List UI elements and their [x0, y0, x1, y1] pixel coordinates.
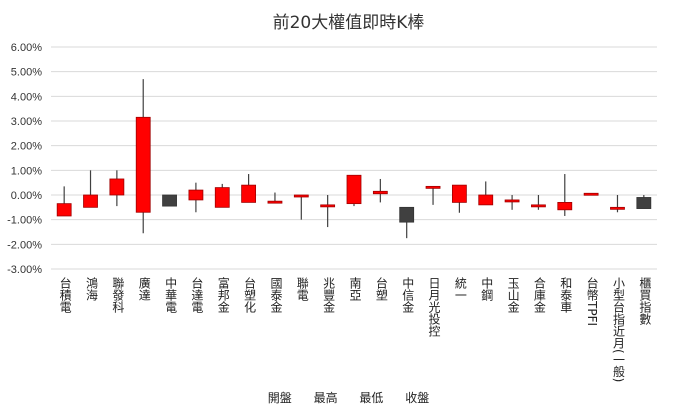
x-tick-label: 聯電	[295, 277, 310, 301]
y-tick-label: 1.00%	[11, 165, 42, 177]
x-tick-label: 國泰金	[268, 277, 283, 313]
x-tick-label: 台塑	[374, 277, 389, 301]
candle-body	[346, 174, 362, 205]
candle-body	[478, 194, 494, 206]
x-tick-label: 中華電	[163, 277, 178, 313]
x-tick-label: 玉山金	[506, 277, 521, 313]
candle-body	[83, 194, 98, 208]
candle-body	[293, 194, 309, 198]
y-tick-label: 5.00%	[11, 67, 42, 79]
x-tick-label: 和泰車	[558, 277, 573, 313]
candle-body	[188, 189, 204, 201]
y-tick-label: -2.00%	[7, 239, 42, 251]
candle-body	[610, 206, 625, 210]
candle-body	[504, 199, 520, 203]
candle-body	[425, 185, 441, 189]
chart-title: 前20大權值即時K棒	[272, 13, 425, 33]
candle-body	[267, 200, 283, 204]
x-tick-label: 中信金	[400, 277, 415, 313]
candle-body	[109, 178, 125, 196]
candle-body	[636, 197, 652, 209]
y-tick-label: 2.00%	[11, 141, 42, 153]
y-tick-label: 6.00%	[11, 42, 42, 54]
y-tick-label: -1.00%	[7, 215, 42, 227]
candle-body	[320, 204, 336, 208]
y-tick-label: -3.00%	[7, 264, 42, 276]
candle-body	[451, 184, 467, 203]
candle-body	[557, 201, 573, 211]
x-tick-label: 統一	[453, 277, 468, 301]
candle-body	[241, 184, 257, 203]
x-tick-label: 台積電	[58, 277, 73, 313]
x-tick-label: 台達電	[189, 277, 204, 313]
x-tick-label: 台幣TPFI	[585, 277, 600, 327]
x-tick-label: 廣達	[137, 277, 152, 301]
candle-body	[56, 203, 72, 217]
candle-body	[583, 192, 599, 196]
x-tick-label: 中鋼	[479, 277, 494, 301]
x-tick-label: 富邦金	[216, 277, 231, 313]
legend-low: 最低	[359, 391, 384, 405]
legend: 開盤 最高 最低 收盤	[0, 389, 697, 406]
candle-body	[531, 204, 546, 208]
x-tick-label: 小型台指近月(一般)	[611, 277, 626, 383]
candle-body	[214, 187, 230, 208]
legend-close: 收盤	[405, 391, 430, 405]
x-tick-label: 合庫金	[532, 277, 547, 313]
legend-high: 最高	[313, 391, 338, 405]
legend-open: 開盤	[267, 391, 292, 405]
x-tick-label: 聯發科	[110, 277, 125, 313]
x-tick-label: 兆豐金	[321, 277, 336, 313]
x-tick-label: 鴻海	[84, 277, 99, 301]
y-tick-label: 4.00%	[11, 91, 42, 103]
candle-body	[399, 206, 415, 223]
x-tick-label: 南亞	[348, 277, 362, 301]
y-tick-label: 3.00%	[11, 116, 42, 128]
x-tick-label: 櫃買指數	[637, 277, 652, 325]
candle-body	[372, 190, 388, 195]
candle-body	[162, 194, 177, 207]
y-tick-label: 0.00%	[11, 190, 42, 202]
x-tick-label: 日月光投控	[427, 277, 442, 337]
x-tick-label: 台塑化	[242, 277, 257, 313]
candle-body	[135, 116, 151, 213]
